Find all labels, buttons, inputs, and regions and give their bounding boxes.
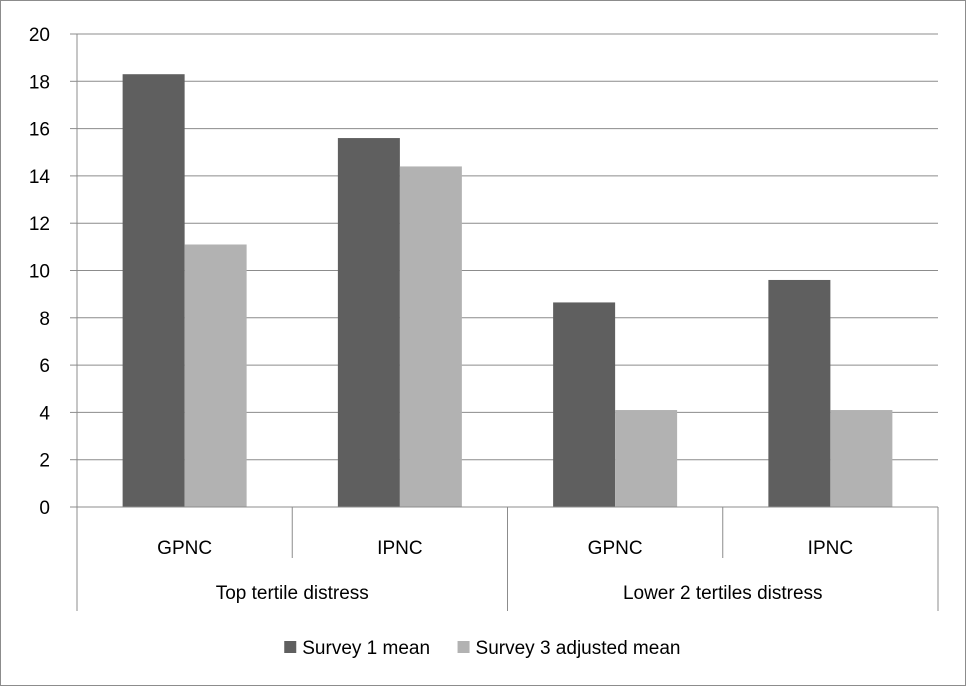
x-group-label: Top tertile distress [216, 583, 369, 604]
y-tick-label: 6 [39, 356, 50, 377]
x-category-label: GPNC [157, 538, 212, 559]
bars [122, 74, 893, 508]
y-tick-label: 10 [29, 262, 50, 283]
y-tick-label: 8 [39, 309, 50, 330]
bar-survey-3-adjusted-mean-0 [184, 244, 247, 508]
y-tick-labels: 0 2 4 6 8 10 12 14 16 18 20 [29, 25, 51, 519]
bar-survey-1-mean-0 [122, 74, 185, 507]
x-category-labels: GPNC IPNC GPNC IPNC [157, 538, 853, 559]
y-tick-label: 2 [39, 451, 50, 472]
y-tick-label: 14 [29, 167, 51, 188]
x-group-labels: Top tertile distress Lower 2 tertiles dis… [216, 583, 823, 604]
bar-survey-3-adjusted-mean-3 [830, 410, 893, 507]
legend-label: Survey 3 adjusted mean [476, 638, 681, 659]
legend-swatch [284, 641, 297, 653]
bar-survey-1-mean-1 [337, 138, 400, 507]
bar-survey-1-mean-2 [553, 302, 616, 507]
bar-survey-3-adjusted-mean-2 [615, 410, 678, 507]
legend-label: Survey 1 mean [302, 638, 430, 659]
bar-survey-3-adjusted-mean-1 [399, 166, 462, 507]
y-tick-label: 12 [29, 214, 50, 235]
x-category-label: GPNC [588, 538, 643, 559]
axes [70, 33, 939, 611]
y-tick-label: 16 [29, 120, 50, 141]
legend-swatch [457, 641, 470, 653]
x-group-label: Lower 2 tertiles distress [623, 583, 823, 604]
bar-survey-1-mean-3 [768, 279, 831, 507]
y-tick-label: 4 [39, 403, 50, 424]
y-tick-label: 18 [29, 72, 50, 93]
y-tick-label: 20 [29, 25, 50, 46]
y-tick-label: 0 [39, 498, 50, 519]
x-category-label: IPNC [808, 538, 853, 559]
legend: Survey 1 mean Survey 3 adjusted mean [284, 638, 680, 659]
x-category-label: IPNC [377, 538, 422, 559]
